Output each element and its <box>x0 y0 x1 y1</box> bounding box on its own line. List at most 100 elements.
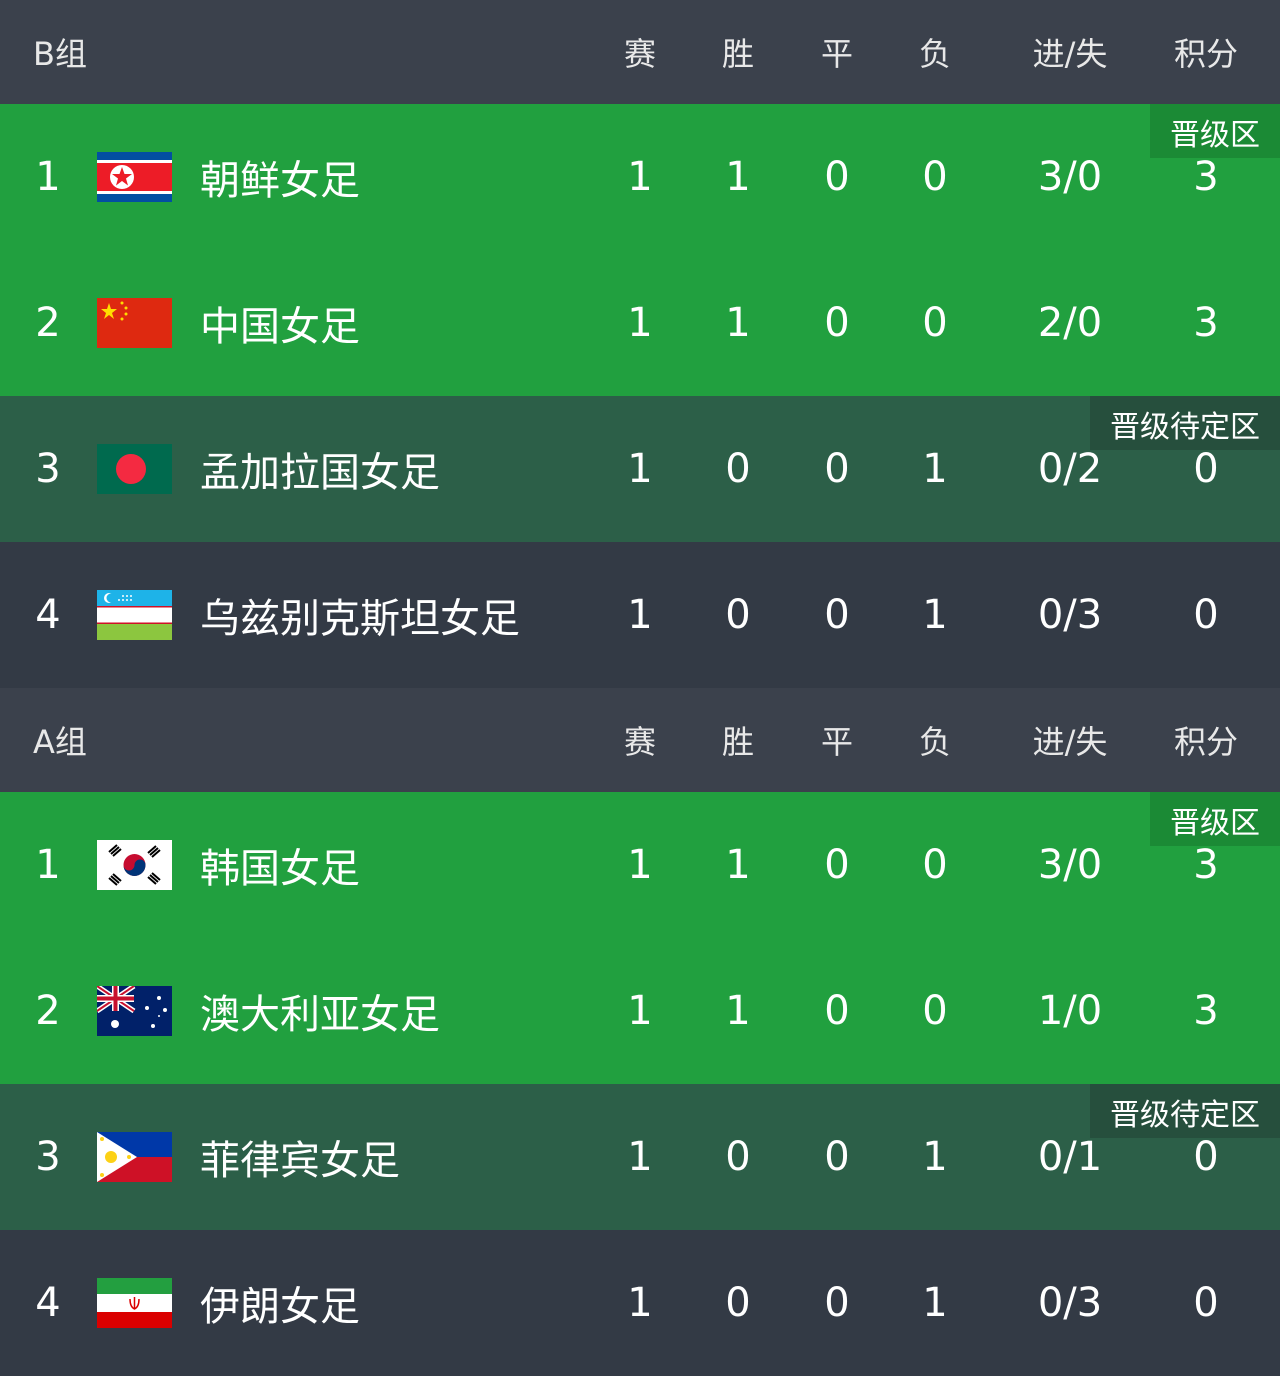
team-row[interactable]: 晋级区 1 朝鲜女足 1 1 0 0 3/0 3 <box>0 104 1280 250</box>
column-header: 平 <box>820 35 854 73</box>
stat-w: 0 <box>725 1280 751 1326</box>
column-header: 负 <box>918 723 952 761</box>
rank: 3 <box>35 1134 61 1180</box>
stat-w: 1 <box>725 154 751 200</box>
stat-d: 0 <box>824 300 850 346</box>
stat-w: 1 <box>725 842 751 888</box>
stat-w: 1 <box>725 988 751 1034</box>
team-row[interactable]: 4 伊朗女足 1 0 0 1 0/3 0 <box>0 1230 1280 1376</box>
stat-l: 0 <box>922 300 948 346</box>
team-name[interactable]: 韩国女足 <box>200 846 360 892</box>
stat-l: 1 <box>922 1280 948 1326</box>
stat-w: 0 <box>725 446 751 492</box>
rank: 4 <box>35 1280 61 1326</box>
column-header: 胜 <box>721 35 755 73</box>
stat-d: 0 <box>824 842 850 888</box>
stat-l: 1 <box>922 1134 948 1180</box>
stat-pts: 3 <box>1193 988 1219 1034</box>
rank: 2 <box>35 988 61 1034</box>
group-name: B组 <box>33 35 87 73</box>
stat-p: 1 <box>627 988 653 1034</box>
group-header: B组 赛 胜 平 负 进/失 积分 <box>0 0 1280 104</box>
north-korea-flag-icon <box>97 152 172 202</box>
australia-flag-icon <box>97 986 172 1036</box>
stat-gf-ga: 0/1 <box>1037 1134 1103 1180</box>
group-header: A组 赛 胜 平 负 进/失 积分 <box>0 688 1280 792</box>
stat-w: 0 <box>725 1134 751 1180</box>
stat-p: 1 <box>627 446 653 492</box>
zone-badge: 晋级区 <box>1150 792 1280 846</box>
stat-l: 0 <box>922 988 948 1034</box>
stat-w: 0 <box>725 592 751 638</box>
team-name[interactable]: 澳大利亚女足 <box>200 992 440 1038</box>
stat-pts: 0 <box>1193 1134 1219 1180</box>
team-name[interactable]: 乌兹别克斯坦女足 <box>200 596 520 642</box>
team-name[interactable]: 伊朗女足 <box>200 1284 360 1330</box>
team-row[interactable]: 2 澳大利亚女足 1 1 0 0 1/0 3 <box>0 938 1280 1084</box>
stat-gf-ga: 3/0 <box>1037 154 1103 200</box>
stat-gf-ga: 0/3 <box>1037 592 1103 638</box>
team-row[interactable]: 晋级待定区 3 菲律宾女足 1 0 0 1 0/1 0 <box>0 1084 1280 1230</box>
stat-pts: 3 <box>1193 154 1219 200</box>
stat-d: 0 <box>824 988 850 1034</box>
stat-gf-ga: 0/3 <box>1037 1280 1103 1326</box>
group-name: A组 <box>33 723 87 761</box>
rank: 1 <box>35 842 61 888</box>
bangladesh-flag-icon <box>97 444 172 494</box>
rank: 2 <box>35 300 61 346</box>
stat-l: 0 <box>922 154 948 200</box>
team-name[interactable]: 中国女足 <box>200 304 360 350</box>
south-korea-flag-icon <box>97 840 172 890</box>
team-name[interactable]: 菲律宾女足 <box>200 1138 400 1184</box>
team-name[interactable]: 孟加拉国女足 <box>200 450 440 496</box>
team-row[interactable]: 2 中国女足 1 1 0 0 2/0 3 <box>0 250 1280 396</box>
stat-p: 1 <box>627 592 653 638</box>
philippines-flag-icon <box>97 1132 172 1182</box>
team-row[interactable]: 晋级待定区 3 孟加拉国女足 1 0 0 1 0/2 0 <box>0 396 1280 542</box>
column-header: 胜 <box>721 723 755 761</box>
column-header: 赛 <box>623 35 657 73</box>
column-header: 赛 <box>623 723 657 761</box>
stat-p: 1 <box>627 1280 653 1326</box>
stat-gf-ga: 0/2 <box>1037 446 1103 492</box>
stat-pts: 0 <box>1193 1280 1219 1326</box>
column-header: 进/失 <box>1032 723 1108 761</box>
stat-w: 1 <box>725 300 751 346</box>
team-name[interactable]: 朝鲜女足 <box>200 158 360 204</box>
stat-pts: 0 <box>1193 446 1219 492</box>
china-flag-icon <box>97 298 172 348</box>
stat-gf-ga: 2/0 <box>1037 300 1103 346</box>
zone-badge: 晋级区 <box>1150 104 1280 158</box>
stat-p: 1 <box>627 154 653 200</box>
column-header: 平 <box>820 723 854 761</box>
zone-badge: 晋级待定区 <box>1090 1084 1280 1138</box>
stat-gf-ga: 1/0 <box>1037 988 1103 1034</box>
column-header: 负 <box>918 35 952 73</box>
rank: 4 <box>35 592 61 638</box>
column-header: 积分 <box>1173 35 1239 73</box>
stat-d: 0 <box>824 1280 850 1326</box>
team-row[interactable]: 晋级区 1 韩国女足 1 1 0 0 3/0 3 <box>0 792 1280 938</box>
uzbekistan-flag-icon <box>97 590 172 640</box>
zone-badge: 晋级待定区 <box>1090 396 1280 450</box>
iran-flag-icon <box>97 1278 172 1328</box>
stat-pts: 0 <box>1193 592 1219 638</box>
stat-pts: 3 <box>1193 300 1219 346</box>
stat-l: 1 <box>922 592 948 638</box>
column-header: 进/失 <box>1032 35 1108 73</box>
stat-p: 1 <box>627 300 653 346</box>
stat-d: 0 <box>824 446 850 492</box>
stat-l: 0 <box>922 842 948 888</box>
column-header: 积分 <box>1173 723 1239 761</box>
rank: 1 <box>35 154 61 200</box>
stat-d: 0 <box>824 592 850 638</box>
rank: 3 <box>35 446 61 492</box>
stat-p: 1 <box>627 842 653 888</box>
stat-p: 1 <box>627 1134 653 1180</box>
stat-l: 1 <box>922 446 948 492</box>
team-row[interactable]: 4 乌兹别克斯坦女足 1 0 0 1 0/3 0 <box>0 542 1280 688</box>
stat-d: 0 <box>824 154 850 200</box>
stat-d: 0 <box>824 1134 850 1180</box>
stat-gf-ga: 3/0 <box>1037 842 1103 888</box>
